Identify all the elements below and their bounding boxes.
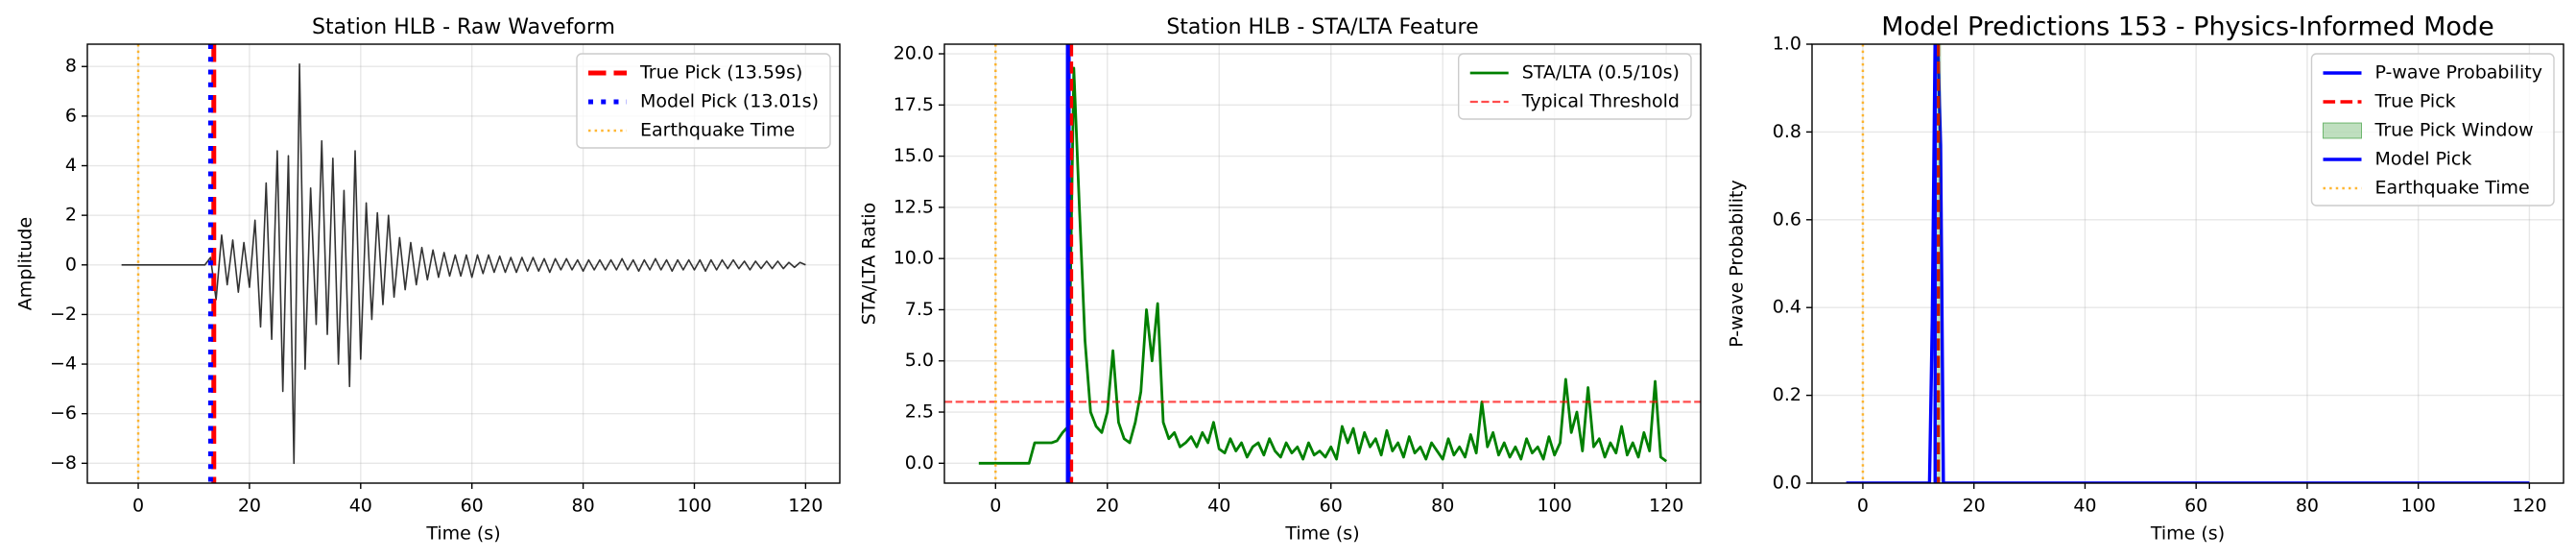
y-tick-label: 0.0 xyxy=(905,452,934,474)
x-tick-label: 100 xyxy=(2401,496,2436,517)
data-line xyxy=(1846,44,2530,483)
x-tick-label: 100 xyxy=(1538,496,1572,517)
legend-frame xyxy=(2310,53,2555,207)
x-tick-label: 100 xyxy=(677,496,711,517)
y-tick-label: 0.4 xyxy=(1773,297,1801,318)
x-tick-label: 0 xyxy=(1857,496,1869,517)
y-axis-label: STA/LTA Ratio xyxy=(859,203,880,326)
y-tick-label: −2 xyxy=(50,304,77,325)
x-axis-label: Time (s) xyxy=(425,523,500,545)
x-axis-label: Time (s) xyxy=(2150,523,2225,545)
y-tick-label: 8 xyxy=(65,56,77,77)
y-tick-label: 20.0 xyxy=(894,43,934,64)
x-tick-label: 60 xyxy=(2184,496,2207,517)
axes-frame xyxy=(1811,43,2564,484)
axes-frame xyxy=(86,43,841,484)
plot-area xyxy=(1846,44,2530,483)
legend-label: P-wave Probability xyxy=(2375,62,2543,84)
x-tick-label: 40 xyxy=(2073,496,2096,517)
legend-label: True Pick Window xyxy=(2374,120,2534,141)
shaded-span xyxy=(1935,44,1942,483)
y-tick-label: 15.0 xyxy=(894,145,934,166)
y-tick-label: 0.2 xyxy=(1773,384,1801,405)
y-tick-label: 1.0 xyxy=(1773,34,1801,55)
x-tick-label: 80 xyxy=(1431,496,1454,517)
y-tick-label: 0 xyxy=(65,254,77,275)
legend-frame xyxy=(576,53,831,149)
x-tick-label: 60 xyxy=(1320,496,1343,517)
legend-label: Typical Threshold xyxy=(1521,91,1680,112)
x-tick-label: 120 xyxy=(1649,496,1683,517)
x-tick-label: 40 xyxy=(349,496,372,517)
y-tick-label: 12.5 xyxy=(894,196,934,217)
y-tick-label: −6 xyxy=(50,402,77,424)
chart-title: Station HLB - Raw Waveform xyxy=(312,15,615,39)
x-tick-label: 40 xyxy=(1207,496,1230,517)
legend-label: Model Pick xyxy=(2375,149,2472,170)
y-tick-label: 10.0 xyxy=(894,248,934,269)
subplot: 0 20 40 60 80 100 120 0.0 2.5 5.0 7.5 10.0 12.5 15.0 1… xyxy=(859,15,1702,545)
y-tick-label: 6 xyxy=(65,105,77,126)
y-tick-label: −8 xyxy=(50,452,77,474)
y-tick-label: 5.0 xyxy=(905,350,934,371)
subplot: 0 20 40 60 80 100 120 −8 −6 −4 −2 0 2 4 6 8 Station HLB … xyxy=(15,15,841,545)
y-tick-label: 0.6 xyxy=(1773,208,1801,230)
x-axis-label: Time (s) xyxy=(1284,523,1359,545)
y-tick-label: 0.8 xyxy=(1773,121,1801,142)
legend-label: Earthquake Time xyxy=(2375,178,2530,199)
x-tick-label: 20 xyxy=(1963,496,1986,517)
x-tick-label: 80 xyxy=(571,496,594,517)
legend-label: True Pick (13.59s) xyxy=(639,62,802,84)
x-tick-label: 0 xyxy=(990,496,1001,517)
y-tick-label: 17.5 xyxy=(894,94,934,115)
legend-label: Earthquake Time xyxy=(640,120,795,141)
legend-label: STA/LTA (0.5/10s) xyxy=(1522,62,1680,84)
y-tick-label: 4 xyxy=(65,155,77,176)
y-tick-label: 2.5 xyxy=(905,401,934,423)
chart-title: Model Predictions 153 - Physics-Informed… xyxy=(1881,12,2493,42)
x-tick-label: 120 xyxy=(788,496,823,517)
y-tick-label: 7.5 xyxy=(905,299,934,320)
y-axis-label: Amplitude xyxy=(15,217,36,310)
x-tick-label: 20 xyxy=(238,496,261,517)
y-tick-label: 0.0 xyxy=(1773,473,1801,494)
legend-label: True Pick xyxy=(2374,91,2456,112)
x-tick-label: 20 xyxy=(1096,496,1119,517)
y-axis-label: P-wave Probability xyxy=(1727,180,1748,348)
x-tick-label: 0 xyxy=(132,496,144,517)
y-tick-label: −4 xyxy=(50,353,77,375)
legend-label: Model Pick (13.01s) xyxy=(640,91,819,112)
axes-frame xyxy=(943,43,1702,484)
data-line xyxy=(978,66,1668,465)
x-tick-label: 60 xyxy=(461,496,484,517)
legend: P-wave Probability True Pick True Pick Win… xyxy=(2310,53,2555,207)
x-tick-label: 120 xyxy=(2512,496,2546,517)
plot-area xyxy=(121,44,806,483)
legend: True Pick (13.59s) Model Pick (13.01s) Ear… xyxy=(576,53,831,149)
data-line xyxy=(121,62,806,465)
legend: STA/LTA (0.5/10s) Typical Threshold xyxy=(1458,53,1692,120)
chart-title: Station HLB - STA/LTA Feature xyxy=(1166,15,1478,39)
plot-area xyxy=(944,44,1701,483)
x-tick-label: 80 xyxy=(2296,496,2319,517)
legend-frame xyxy=(1458,53,1692,120)
subplot: 0 20 40 60 80 100 120 0.0 0.2 0.4 0.6 0.8 1.0 Model P… xyxy=(1727,12,2564,545)
y-tick-label: 2 xyxy=(65,205,77,226)
legend-swatch xyxy=(2323,122,2362,139)
